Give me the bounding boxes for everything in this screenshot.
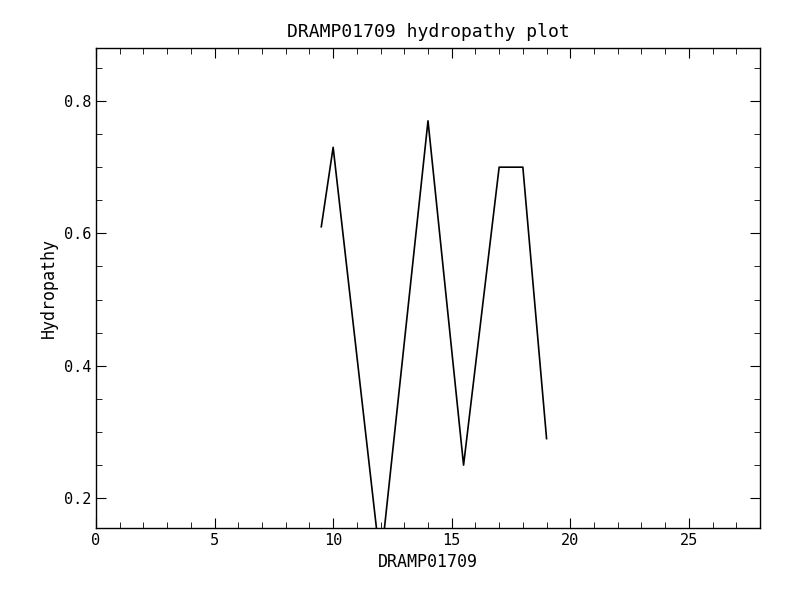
Y-axis label: Hydropathy: Hydropathy	[40, 238, 58, 338]
Title: DRAMP01709 hydropathy plot: DRAMP01709 hydropathy plot	[286, 23, 570, 41]
X-axis label: DRAMP01709: DRAMP01709	[378, 553, 478, 571]
